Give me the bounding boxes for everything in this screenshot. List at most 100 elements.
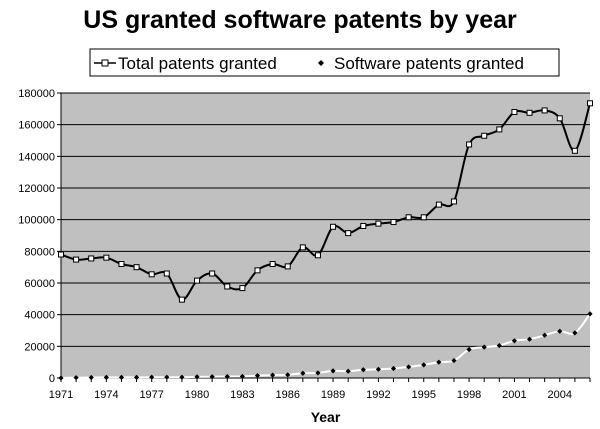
y-tick-label: 180000 <box>18 88 55 100</box>
x-tick-label: 1998 <box>457 389 481 401</box>
data-point-software <box>239 373 245 380</box>
data-point-software <box>179 374 185 380</box>
data-point-total <box>103 254 110 261</box>
x-tick-label: 1971 <box>49 389 73 401</box>
x-tick-label: 1992 <box>366 389 390 401</box>
data-point-total <box>375 220 382 227</box>
data-point-total <box>73 256 80 263</box>
chart-title: US granted software patents by year <box>83 6 517 34</box>
data-point-total <box>390 219 397 226</box>
data-point-total <box>496 126 503 133</box>
data-point-software <box>542 332 548 338</box>
data-point-total <box>239 285 246 292</box>
data-point-software <box>300 370 306 376</box>
data-point-software <box>88 374 94 381</box>
data-point-total <box>360 223 367 229</box>
y-tick-label: 60000 <box>24 278 55 290</box>
y-tick-label: 0 <box>49 373 55 385</box>
data-point-total <box>163 270 170 277</box>
data-point-software <box>451 357 457 364</box>
y-tick-label: 80000 <box>24 246 55 258</box>
data-point-total <box>178 296 185 303</box>
data-point-software <box>390 365 397 372</box>
data-point-software <box>224 373 230 380</box>
data-point-software <box>73 375 79 381</box>
x-tick-label: 2001 <box>502 389 526 401</box>
data-point-total <box>435 201 442 208</box>
data-point-total <box>299 244 306 251</box>
x-tick-label: 1983 <box>230 389 254 401</box>
data-point-total <box>556 115 563 122</box>
data-point-software <box>421 362 427 368</box>
data-point-software <box>526 336 533 342</box>
y-tick-label: 120000 <box>18 183 55 195</box>
data-point-software <box>375 366 381 372</box>
data-point-software <box>270 372 276 378</box>
data-point-total <box>224 283 231 290</box>
data-point-software <box>209 374 215 380</box>
data-point-software <box>587 311 593 317</box>
data-point-software <box>103 374 109 380</box>
data-point-total <box>587 100 593 107</box>
data-point-total <box>330 223 337 230</box>
data-point-software <box>149 374 155 380</box>
y-tick-label: 140000 <box>18 151 55 163</box>
data-point-total <box>209 270 216 277</box>
data-point-total <box>269 261 276 267</box>
data-point-total <box>118 261 125 267</box>
data-point-total <box>58 251 64 258</box>
x-tick-label: 1974 <box>94 389 118 401</box>
data-point-software <box>406 364 412 370</box>
x-tick-label: 2004 <box>548 389 572 401</box>
data-point-total <box>405 214 412 221</box>
data-point-total <box>526 109 533 116</box>
data-point-software <box>572 330 578 336</box>
axes: 0 20000 40000 60000 80000 100000 120000 140000 1… <box>18 88 591 401</box>
series-software <box>58 311 593 381</box>
data-point-total <box>541 107 548 114</box>
data-point-total <box>284 263 291 270</box>
data-point-total <box>466 141 473 148</box>
x-tick-label: 1980 <box>185 389 209 401</box>
data-point-total <box>571 147 578 154</box>
data-point-software <box>330 368 336 374</box>
data-point-total <box>254 267 261 274</box>
data-point-software <box>315 370 321 376</box>
data-point-software <box>345 368 351 374</box>
data-point-software <box>118 374 125 380</box>
data-point-total <box>314 252 321 259</box>
legend-marker-total <box>101 59 109 67</box>
y-tick-label: 100000 <box>18 215 55 227</box>
series-layer <box>58 100 593 381</box>
x-tick-label: 1986 <box>275 389 299 401</box>
data-point-total <box>194 277 201 284</box>
legend-label-total: Total patents granted <box>118 54 277 73</box>
data-point-total <box>133 264 140 271</box>
data-point-software <box>466 346 472 353</box>
data-point-software <box>58 375 64 381</box>
data-point-software <box>285 372 291 378</box>
data-point-software <box>360 367 366 373</box>
data-point-software <box>436 359 442 365</box>
data-point-software <box>194 374 200 380</box>
data-point-total <box>420 214 427 221</box>
y-tick-label: 40000 <box>24 310 55 322</box>
legend: Total patents granted Software patents g… <box>89 48 560 77</box>
data-point-total <box>481 132 488 139</box>
data-point-software <box>511 338 518 344</box>
x-tick-label: 1995 <box>412 389 436 401</box>
data-point-total <box>511 109 518 115</box>
y-tick-label: 160000 <box>18 120 55 132</box>
legend-marker-software <box>318 60 324 66</box>
data-point-total <box>148 271 155 278</box>
data-point-software <box>254 373 261 379</box>
legend-label-software: Software patents granted <box>334 54 524 73</box>
data-point-software <box>481 344 487 350</box>
data-point-total <box>345 230 352 237</box>
data-point-total <box>450 198 457 205</box>
x-tick-label: 1977 <box>139 389 163 401</box>
data-point-total <box>88 255 95 262</box>
plot-area <box>61 93 590 378</box>
data-point-software <box>133 374 140 380</box>
